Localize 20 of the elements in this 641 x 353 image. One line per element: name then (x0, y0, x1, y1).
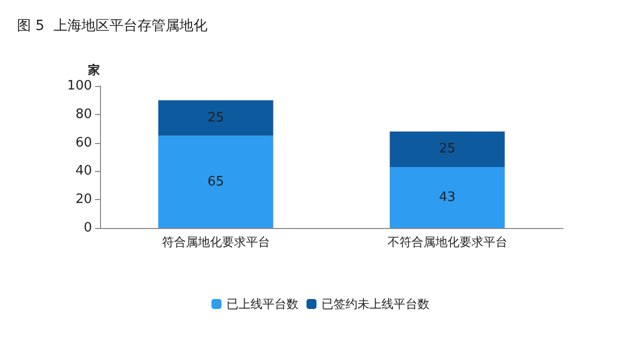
data-label: 43 (438, 190, 456, 205)
data-label: 25 (438, 142, 456, 157)
y-tick-label: 0 (84, 220, 92, 236)
y-tick-label: 80 (75, 106, 92, 122)
chart-title: 图 5 上海地区平台存管属地化 (17, 18, 208, 34)
y-axis-title: 家 (87, 63, 100, 77)
y-tick-label: 100 (67, 78, 92, 94)
data-label: 25 (207, 110, 224, 126)
bar (158, 100, 274, 136)
y-tick-label: 60 (75, 135, 92, 150)
bar (158, 136, 274, 228)
x-tick-label: 符合属地化要求平台 (162, 235, 270, 249)
x-tick-label: 不符合属地化要求平台 (387, 235, 508, 249)
legend-label: 已签约未上线平台数 (322, 297, 430, 311)
legend-label: 已上线平台数 (226, 297, 298, 311)
data-label: 65 (207, 174, 224, 190)
y-tick-label: 40 (75, 164, 92, 179)
y-tick-label: 20 (75, 192, 92, 208)
bar (390, 131, 505, 167)
bar (390, 166, 505, 228)
